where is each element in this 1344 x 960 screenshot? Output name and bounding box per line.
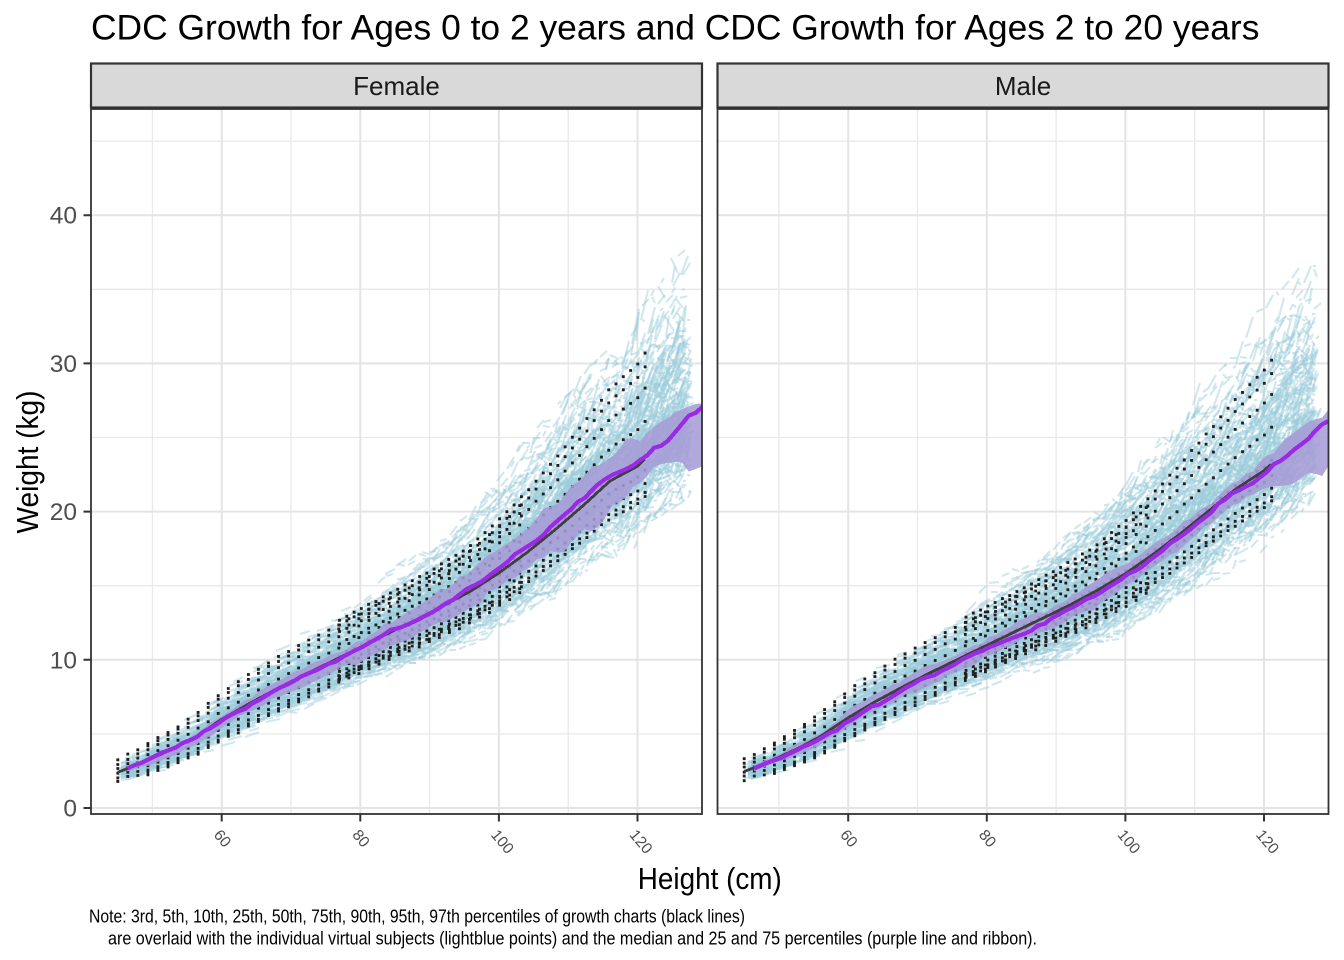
svg-text:Weight (kg): Weight (kg): [11, 391, 45, 534]
svg-text:0: 0: [63, 796, 77, 823]
svg-text:40: 40: [50, 203, 77, 230]
svg-text:CDC Growth for Ages 0 to 2 yea: CDC Growth for Ages 0 to 2 years and CDC…: [91, 8, 1259, 48]
svg-text:are overlaid with the individu: are overlaid with the individual virtual…: [108, 929, 1037, 949]
svg-text:20: 20: [50, 499, 77, 526]
svg-text:Female: Female: [353, 71, 440, 101]
svg-text:Note: 3rd, 5th, 10th, 25th, 50: Note: 3rd, 5th, 10th, 25th, 50th, 75th, …: [89, 907, 745, 927]
svg-text:10: 10: [50, 647, 77, 674]
svg-text:Height (cm): Height (cm): [638, 862, 782, 896]
svg-text:30: 30: [50, 351, 77, 378]
svg-text:Male: Male: [995, 71, 1051, 101]
